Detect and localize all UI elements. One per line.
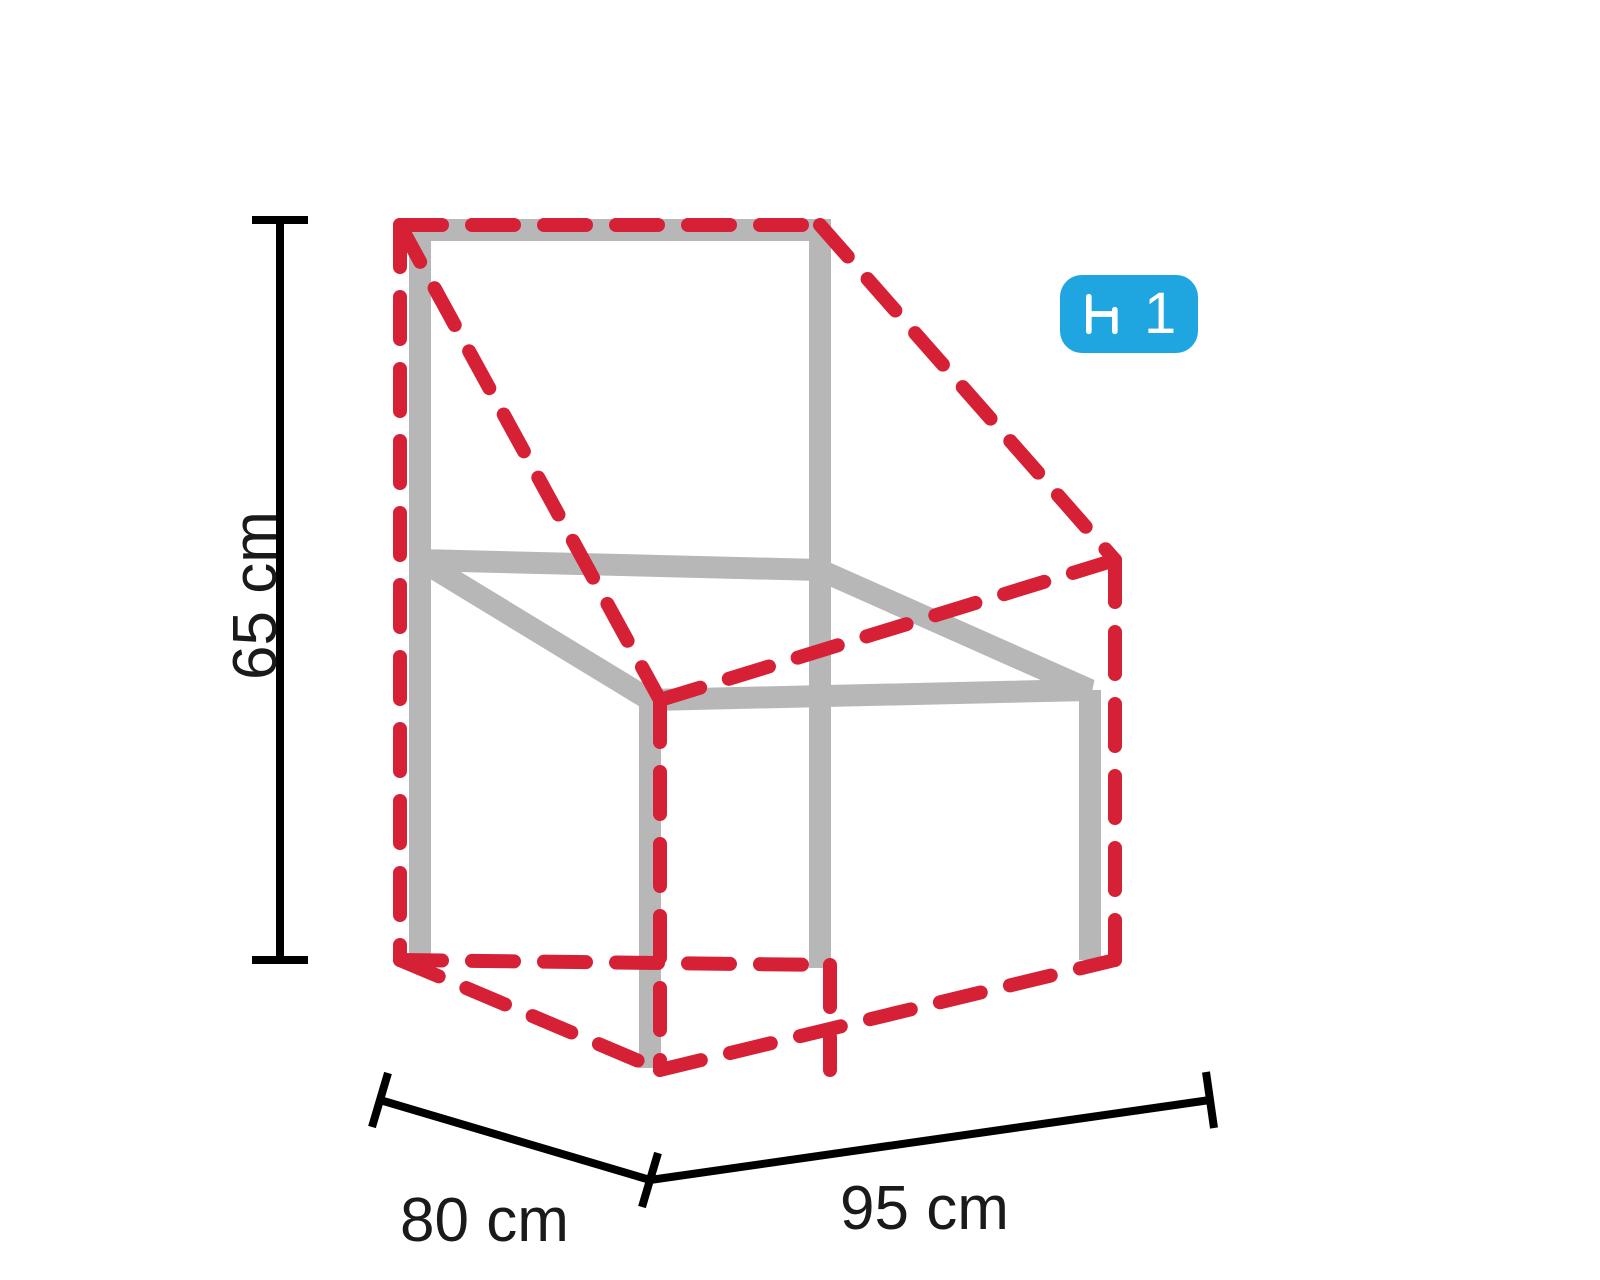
chair-count-badge: 1 xyxy=(1060,275,1198,353)
dim-line-depth xyxy=(380,1100,650,1180)
diagram-canvas: 65 cm 80 cm 95 cm 1 xyxy=(0,0,1600,1280)
dim-label-width: 95 cm xyxy=(840,1178,1009,1240)
chair-outline xyxy=(420,230,1090,1068)
dim-label-depth: 80 cm xyxy=(400,1190,569,1252)
chair-icon xyxy=(1078,288,1130,340)
chair-count-label: 1 xyxy=(1144,285,1176,343)
dim-label-height: 65 cm xyxy=(225,511,287,680)
chair-backrest xyxy=(420,230,820,570)
dim-line-width xyxy=(650,1100,1210,1180)
dim-cap-width-2 xyxy=(1206,1072,1214,1128)
chair-seat xyxy=(420,560,1090,700)
